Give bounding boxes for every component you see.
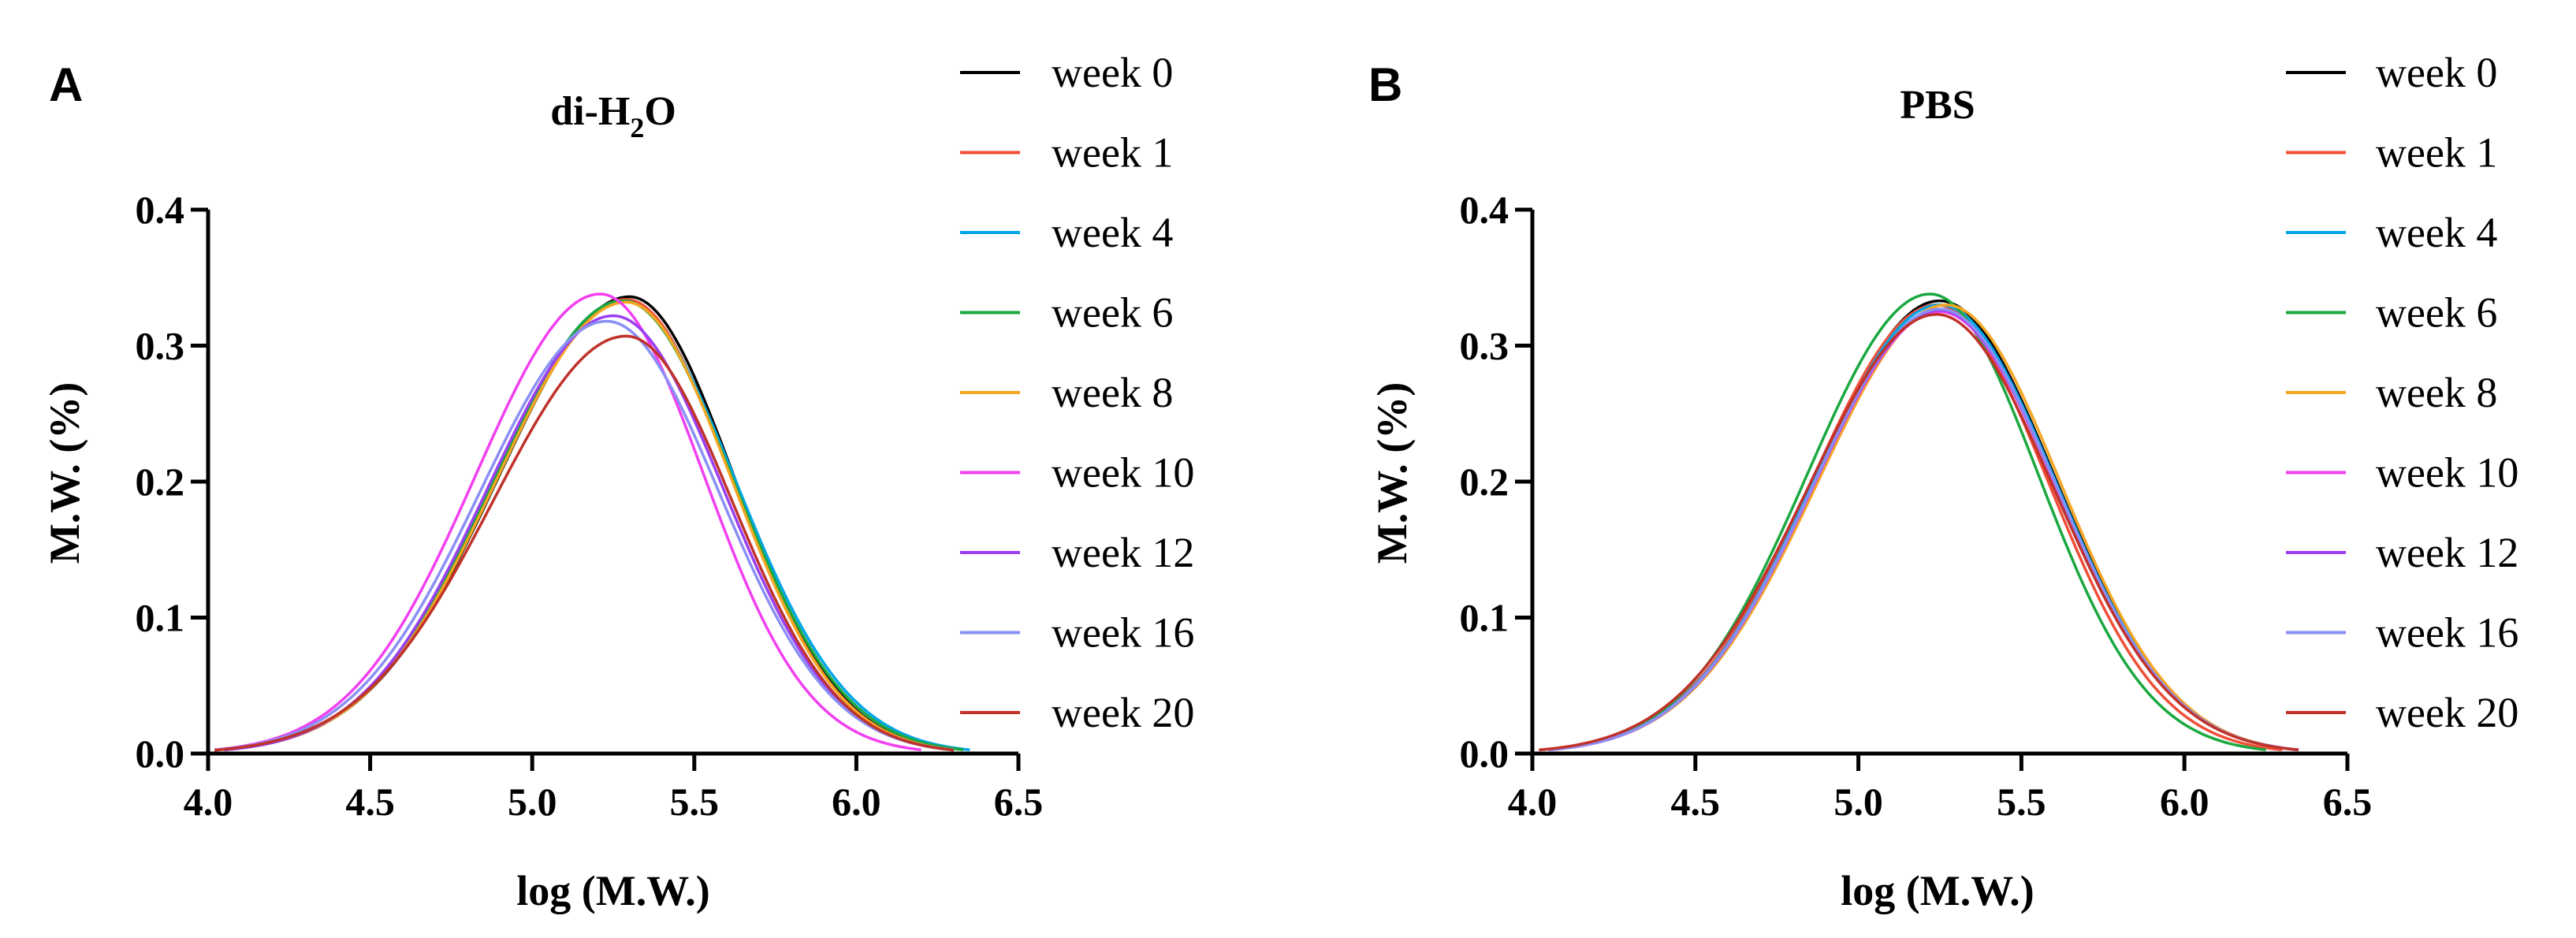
y-tick-label: 0.2	[1460, 460, 1509, 504]
legend-label: week 16	[2376, 609, 2518, 657]
legend-item: week 1	[2286, 129, 2497, 177]
legend-label: week 4	[2376, 209, 2497, 256]
y-tick-label: 0.1	[136, 596, 185, 640]
chart-title: di-H2O	[550, 89, 676, 143]
y-tick-label: 0.3	[1460, 324, 1509, 368]
x-tick-label: 5.5	[670, 780, 720, 824]
legend-label: week 0	[2376, 49, 2497, 96]
x-tick-label: 4.0	[1508, 780, 1558, 824]
series-line-week-4	[1548, 303, 2299, 752]
series-line-week-1	[1548, 303, 2283, 752]
y-axis-label: M.W. (%)	[1368, 382, 1416, 564]
series-line-week-10	[1548, 310, 2299, 752]
legend-label: week 6	[1052, 289, 1173, 337]
legend-label: week 12	[1052, 529, 1194, 576]
panel-letter: B	[1368, 58, 1402, 111]
x-tick-label: 6.5	[2323, 780, 2373, 824]
y-tick-label: 0.4	[1460, 188, 1509, 232]
legend-label: week 1	[1052, 129, 1173, 177]
chart-title: PBS	[1900, 83, 1975, 128]
series-line-week-0	[1548, 299, 2299, 752]
legend-label: week 16	[1052, 609, 1194, 657]
series-line-week-12	[224, 314, 955, 752]
panel-letter: A	[49, 58, 83, 111]
legend-item: week 20	[2286, 689, 2518, 736]
series-line-week-12	[1548, 308, 2299, 752]
y-tick-label: 0.1	[1460, 596, 1509, 640]
x-axis-label: log (M.W.)	[1841, 867, 2034, 914]
legend-label: week 8	[1052, 369, 1173, 416]
y-tick-label: 0.2	[136, 460, 185, 504]
legend-item: week 6	[960, 289, 1173, 337]
series-line-week-16	[214, 319, 954, 752]
legend-item: week 0	[2286, 49, 2497, 96]
legend-label: week 20	[1052, 689, 1194, 736]
legend-label: week 1	[2376, 129, 2497, 177]
legend-item: week 8	[2286, 369, 2497, 416]
legend-item: week 6	[2286, 289, 2497, 337]
x-tick-label: 4.5	[1671, 780, 1721, 824]
legend-item: week 12	[2286, 529, 2518, 576]
legend-item: week 4	[2286, 209, 2497, 256]
legend-item: week 10	[960, 449, 1194, 497]
y-tick-label: 0.0	[1460, 731, 1509, 776]
legend-label: week 6	[2376, 289, 2497, 337]
x-tick-label: 6.5	[994, 780, 1044, 824]
series-line-week-1	[224, 298, 955, 752]
panel-b: B PBS 4.0 4.5 5.0 5.5 6.0 6.5 0.0 0.1 0.2 0.3 0.4 log…	[1368, 49, 2518, 914]
series-line-week-20	[1539, 313, 2299, 752]
panel-a: Adi-H2O 4.0 4.5 5.0 5.5 6.0 6.5 0.0 0.1 0.2 0.3 0.4…	[41, 49, 1194, 914]
legend-item: week 16	[960, 609, 1194, 657]
legend-item: week 12	[960, 529, 1194, 576]
legend-label: week 10	[1052, 449, 1194, 497]
x-tick-label: 6.0	[2160, 780, 2209, 824]
x-tick-label: 5.5	[1997, 780, 2046, 824]
series-line-week-16	[1548, 307, 2299, 752]
series-group	[1539, 292, 2299, 752]
legend-item: week 0	[960, 49, 1173, 96]
series-line-week-10	[214, 292, 921, 751]
series-line-week-8	[224, 300, 955, 752]
y-tick-label: 0.4	[136, 188, 185, 232]
x-tick-label: 5.0	[508, 780, 557, 824]
x-tick-label: 6.0	[832, 780, 881, 824]
series-line-week-20	[214, 334, 955, 752]
legend-item: week 10	[2286, 449, 2518, 497]
x-tick-label: 4.0	[184, 780, 233, 824]
x-tick-label: 4.5	[345, 780, 395, 824]
legend-item: week 4	[960, 209, 1173, 256]
legend-item: week 1	[960, 129, 1173, 177]
x-tick-label: 5.0	[1833, 780, 1883, 824]
y-tick-label: 0.0	[136, 731, 185, 776]
legend-label: week 10	[2376, 449, 2518, 497]
legend-label: week 8	[2376, 369, 2497, 416]
legend-label: week 12	[2376, 529, 2518, 576]
legend-label: week 0	[1052, 49, 1173, 96]
legend: week 0 week 1 week 4 week 6 week 8 week 10 wee…	[2286, 49, 2518, 736]
legend-label: week 4	[1052, 209, 1173, 256]
legend: week 0 week 1 week 4 week 6 week 8 week 10 wee…	[960, 49, 1194, 736]
series-group	[214, 292, 970, 752]
legend-item: week 16	[2286, 609, 2518, 657]
series-line-week-4	[224, 299, 970, 752]
series-line-week-0	[224, 295, 955, 752]
legend-label: week 20	[2376, 689, 2518, 736]
series-line-week-6	[224, 299, 964, 752]
legend-item: week 20	[960, 689, 1194, 736]
x-axis-label: log (M.W.)	[516, 867, 709, 914]
y-axis-label: M.W. (%)	[41, 382, 88, 564]
y-tick-label: 0.3	[136, 324, 185, 368]
series-line-week-8	[1548, 303, 2299, 752]
legend-item: week 8	[960, 369, 1173, 416]
